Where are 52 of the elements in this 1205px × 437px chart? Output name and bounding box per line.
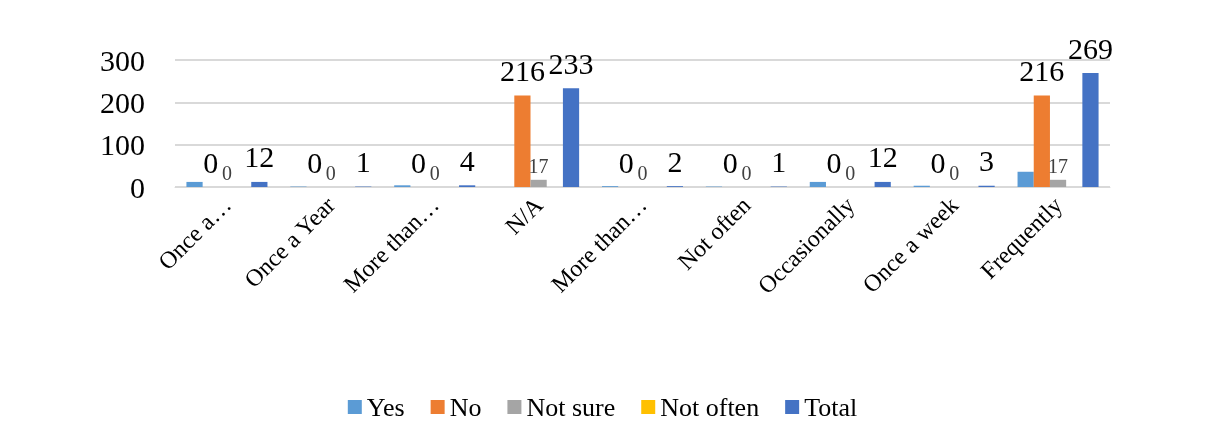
x-tick-label: N/A — [500, 191, 549, 240]
data-label: 0 — [618, 145, 634, 179]
data-label: 17 — [1048, 154, 1069, 177]
bar — [530, 179, 547, 187]
y-tick-label: 300 — [100, 43, 145, 77]
data-label: 0 — [637, 162, 648, 184]
data-label: 0 — [307, 145, 323, 179]
data-label: 0 — [826, 145, 842, 179]
data-label: 0 — [722, 145, 738, 179]
data-label: 233 — [548, 46, 594, 80]
data-label: 3 — [979, 144, 995, 178]
data-label: 269 — [1067, 31, 1113, 65]
bar — [1033, 95, 1050, 187]
bar — [874, 181, 891, 187]
y-tick-label: 0 — [130, 170, 145, 204]
legend-label: Not sure — [526, 392, 616, 422]
data-label: 0 — [203, 145, 219, 179]
bar — [1082, 73, 1099, 187]
legend-label: Yes — [366, 392, 405, 422]
x-tick-label: Once a… — [153, 191, 237, 275]
data-label: 216 — [1019, 54, 1065, 88]
bar — [809, 181, 826, 187]
data-label: 1 — [771, 145, 787, 179]
data-label: 0 — [949, 162, 960, 184]
data-label: 17 — [528, 154, 549, 177]
legend-label: No — [449, 392, 482, 422]
bar — [1049, 179, 1067, 187]
x-tick-label: Once a Year — [239, 191, 341, 293]
data-label: 0 — [221, 162, 232, 184]
data-label: 216 — [499, 54, 545, 88]
legend-label: Total — [804, 392, 858, 422]
data-label: 0 — [930, 145, 946, 179]
data-label: 12 — [244, 140, 275, 174]
data-label: 4 — [459, 143, 475, 177]
data-label: 0 — [411, 145, 427, 179]
data-label: 0 — [845, 162, 856, 184]
x-tick-label: Once a week — [857, 191, 964, 298]
data-label: 2 — [667, 144, 683, 178]
data-label: 12 — [867, 140, 898, 174]
data-label: 0 — [325, 162, 336, 184]
bar — [1017, 171, 1034, 187]
data-label: 0 — [741, 162, 752, 184]
bar — [514, 95, 531, 187]
bar — [251, 181, 268, 187]
data-label: 1 — [355, 145, 371, 179]
x-tick-label: Not often — [672, 191, 756, 275]
bar — [186, 181, 203, 187]
bar — [562, 88, 580, 187]
y-tick-label: 100 — [100, 128, 145, 162]
data-label: 0 — [429, 162, 440, 184]
y-tick-label: 200 — [100, 85, 145, 119]
legend-label: Not often — [660, 392, 760, 422]
